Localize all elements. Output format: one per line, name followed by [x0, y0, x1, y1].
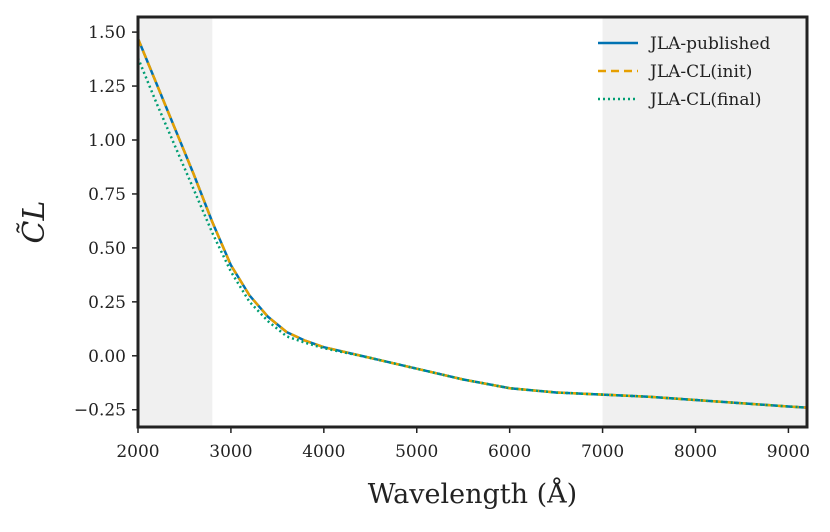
shaded-regions	[138, 17, 807, 427]
y-axis-label: C̃L	[17, 201, 52, 244]
x-tick-label: 7000	[581, 442, 624, 462]
x-tick-label: 8000	[674, 442, 717, 462]
legend-label: JLA-CL(init)	[648, 62, 752, 82]
x-axis-label: Wavelength (Å)	[368, 477, 577, 510]
series-line-jla-cl-final	[136, 57, 808, 409]
x-tick-label: 2000	[116, 442, 159, 462]
x-tick-label: 9000	[767, 442, 810, 462]
legend-label: JLA-published	[648, 34, 770, 54]
shaded-region-1	[138, 17, 213, 427]
x-tick-label: 3000	[209, 442, 252, 462]
y-tick-label: 0.25	[88, 293, 126, 313]
shaded-region-2	[602, 17, 807, 427]
y-axis: −0.25 0.00 0.25 0.50 0.75 1.00 1.25 1.50	[74, 23, 138, 421]
x-tick-label: 6000	[488, 442, 531, 462]
y-tick-label: 1.00	[88, 131, 126, 151]
y-tick-label: 0.50	[88, 239, 126, 259]
legend: JLA-published JLA-CL(init) JLA-CL(final)	[598, 34, 770, 110]
y-tick-label: 0.00	[88, 347, 126, 367]
y-tick-label: −0.25	[74, 401, 126, 421]
legend-label: JLA-CL(final)	[648, 90, 762, 110]
x-tick-label: 4000	[302, 442, 345, 462]
y-tick-label: 0.75	[88, 185, 126, 205]
y-tick-label: 1.25	[88, 77, 126, 97]
x-tick-label: 5000	[395, 442, 438, 462]
y-tick-label: 1.50	[88, 23, 126, 43]
x-axis: 2000 3000 4000 5000 6000 7000 8000 9000	[116, 427, 810, 462]
series-lines	[136, 38, 808, 409]
plot-frame	[136, 15, 809, 429]
